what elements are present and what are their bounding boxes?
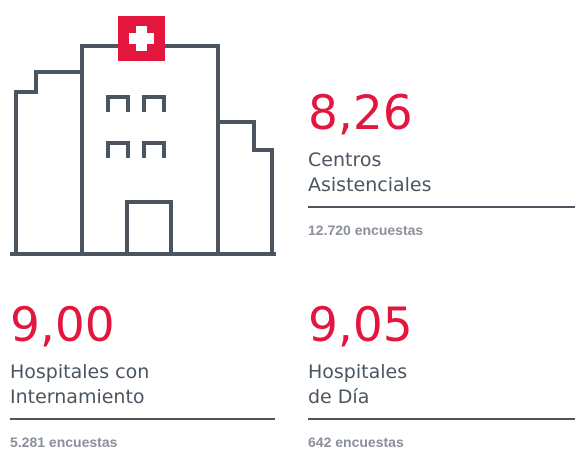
divider [308,418,575,420]
label: Hospitales de Día [308,360,575,410]
label-line: Centros [308,149,382,171]
score: 9,00 [10,298,115,353]
label-line: Internamiento [10,386,145,408]
label-line: Hospitales [308,361,408,383]
label: Hospitales con Internamiento [10,360,275,410]
score: 8,26 [308,86,413,141]
hospital-icon [10,16,276,256]
stat: 9,05 Hospitales de Día 642 encuestas [308,300,575,450]
stat: 9,00 Hospitales con Internamiento 5.281 e… [10,300,275,450]
divider [308,206,575,208]
label: Centros Asistenciales [308,148,575,198]
stat: 8,26 Centros Asistenciales 12.720 encuest… [308,88,575,238]
divider [10,418,275,420]
surveys: 5.281 encuestas [10,434,118,450]
surveys: 12.720 encuestas [308,222,424,238]
label-line: Hospitales con [10,361,150,383]
score: 9,05 [308,298,413,353]
label-line: Asistenciales [308,174,432,196]
label-line: de Día [308,386,370,408]
surveys: 642 encuestas [308,434,404,450]
